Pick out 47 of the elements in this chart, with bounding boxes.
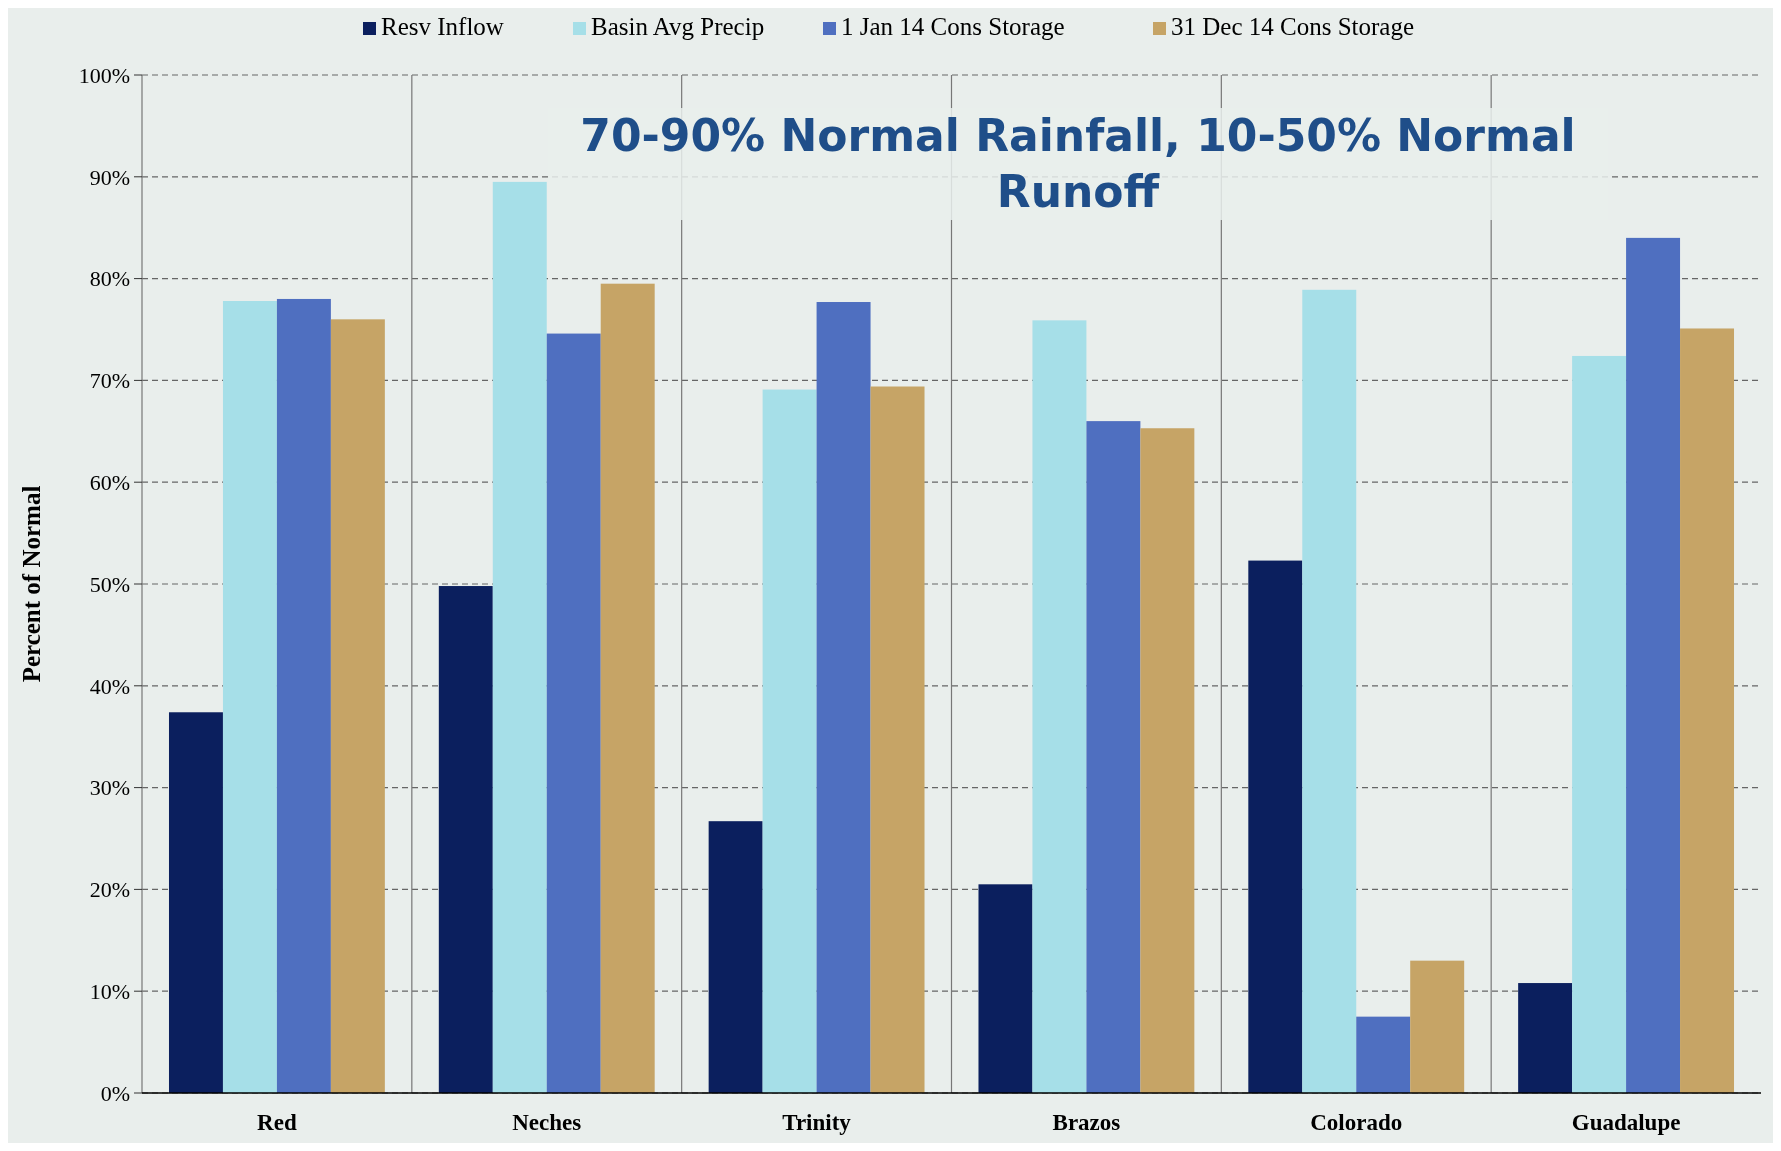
y-tick-label: 100% xyxy=(78,62,130,88)
legend-label: Resv Inflow xyxy=(381,13,504,40)
bar xyxy=(1032,320,1087,1093)
y-tick-label: 30% xyxy=(89,775,130,801)
x-tick-label: Colorado xyxy=(1310,1110,1403,1135)
y-tick-label: 80% xyxy=(89,266,130,292)
bar xyxy=(1518,983,1573,1093)
bar xyxy=(546,333,601,1093)
x-tick-label: Red xyxy=(257,1110,297,1135)
y-tick-label: 40% xyxy=(89,673,130,699)
y-axis-title: Percent of Normal xyxy=(18,485,45,683)
bar xyxy=(978,884,1033,1093)
bar xyxy=(1140,428,1195,1093)
y-tick-label: 10% xyxy=(89,978,130,1004)
bar xyxy=(1572,355,1627,1093)
x-tick-label: Neches xyxy=(512,1110,582,1135)
bar xyxy=(1086,421,1141,1093)
bar xyxy=(330,319,385,1093)
bar xyxy=(222,301,277,1093)
bar xyxy=(762,389,817,1093)
x-tick-label: Brazos xyxy=(1052,1110,1121,1135)
bar xyxy=(438,586,493,1093)
y-tick-label: 50% xyxy=(89,571,130,597)
bar xyxy=(168,712,223,1093)
bar xyxy=(600,283,655,1093)
bar xyxy=(870,386,925,1093)
legend-label: Basin Avg Precip xyxy=(591,13,765,40)
bar xyxy=(492,181,547,1093)
bar xyxy=(708,821,763,1093)
bar xyxy=(1410,960,1465,1093)
bar xyxy=(816,302,871,1093)
legend-label: 31 Dec 14 Cons Storage xyxy=(1171,13,1415,40)
y-tick-label: 0% xyxy=(100,1080,130,1106)
y-tick-label: 70% xyxy=(89,368,130,394)
x-tick-label: Guadalupe xyxy=(1571,1110,1681,1135)
x-tick-label: Trinity xyxy=(782,1110,852,1135)
y-tick-label: 20% xyxy=(89,877,130,903)
bar xyxy=(1248,560,1303,1093)
y-tick-label: 60% xyxy=(89,469,130,495)
bar xyxy=(276,298,331,1093)
text: 70-90% Normal Rainfall, 10-50% Normal Runoff xyxy=(548,108,1608,220)
legend-label: 1 Jan 14 Cons Storage xyxy=(841,13,1065,40)
bar xyxy=(1302,289,1357,1093)
bar xyxy=(1356,1016,1411,1093)
bar xyxy=(1680,328,1735,1093)
y-tick-label: 90% xyxy=(89,164,130,190)
bar xyxy=(1626,237,1681,1093)
